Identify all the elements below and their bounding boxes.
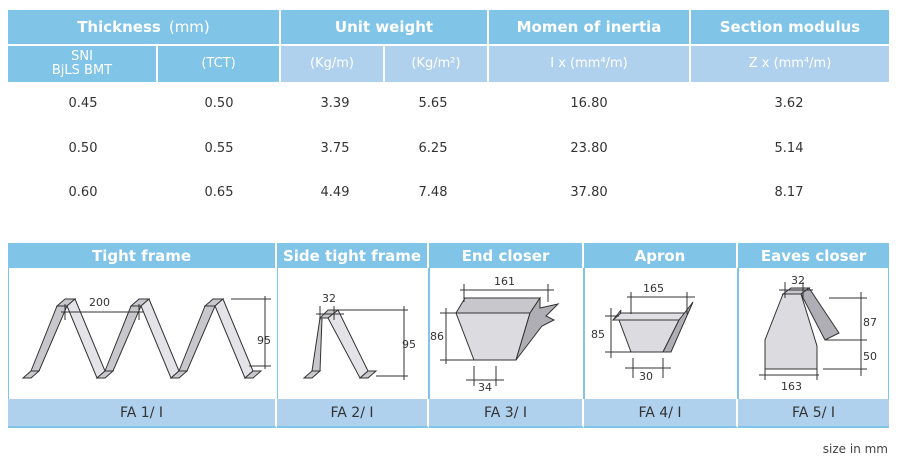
acc-header: Eaves closer: [738, 243, 889, 268]
acc-drawing-side-tight-frame: 32 95: [277, 268, 429, 399]
header-modulus: Section modulus: [691, 10, 889, 44]
acc-header: Side tight frame: [277, 243, 429, 268]
dim-200: 200: [89, 296, 110, 309]
dim-161: 161: [494, 275, 515, 288]
table-cell: 3.39: [320, 95, 350, 111]
table-cell: 3.62: [774, 95, 804, 111]
subheader-sni: SNI BjLS BMT: [8, 46, 158, 82]
sni-line1: SNI: [71, 49, 93, 64]
acc-drawing-tight-frame: 200 95: [8, 268, 278, 399]
table-cell: 0.65: [204, 184, 234, 200]
acc-header: Tight frame: [8, 243, 277, 268]
table-cell: 0.50: [68, 140, 98, 156]
table-cell: 0.60: [68, 184, 98, 200]
subheader-kgm2: (Kg/m²): [385, 46, 489, 82]
table-cell: 7.48: [418, 184, 448, 200]
end-closer-drawing: 161 86 34: [430, 275, 560, 394]
table-cell: 4.49: [320, 184, 350, 200]
table-cell: 0.45: [68, 95, 98, 111]
header-text: Thickness: [77, 18, 161, 36]
dim-95: 95: [257, 334, 271, 347]
table-cell: 0.55: [204, 140, 234, 156]
acc-drawing-apron: 165 85 30: [584, 268, 738, 399]
table-cell: 5.14: [774, 140, 804, 156]
acc-code: FA 1/ I: [8, 399, 277, 428]
table-cell: 6.25: [418, 140, 448, 156]
subheader-tct: (TCT): [158, 46, 281, 82]
acc-drawing-eaves-closer: 32 87 50 163: [738, 268, 889, 399]
side-tight-frame-drawing: 32 95: [302, 292, 416, 380]
acc-drawing-end-closer: 161 86 34: [429, 268, 584, 399]
acc-code: FA 5/ I: [738, 399, 889, 428]
acc-header: End closer: [429, 243, 584, 268]
sni-line2: BjLS BMT: [51, 63, 113, 78]
dim-30: 30: [639, 370, 653, 383]
table-cell: 16.80: [570, 95, 608, 111]
header-unit: (mm): [168, 18, 210, 36]
subheader-zx: Z x (mm⁴/m): [691, 46, 889, 82]
dim-85: 85: [591, 328, 605, 341]
table-cell: 37.80: [570, 184, 608, 200]
dim-165: 165: [643, 282, 664, 295]
table-cell: 5.65: [418, 95, 448, 111]
eaves-closer-drawing: 32 87 50 163: [759, 274, 877, 393]
apron-drawing: 165 85 30: [591, 282, 695, 383]
dim-34: 34: [478, 381, 492, 394]
dim-32: 32: [322, 292, 336, 305]
table-cell: 8.17: [774, 184, 804, 200]
acc-header: Apron: [584, 243, 738, 268]
tight-frame-drawing: 200 95: [21, 296, 271, 379]
dim-50: 50: [863, 350, 877, 363]
table-cell: 0.50: [204, 95, 234, 111]
acc-code: FA 3/ I: [429, 399, 584, 428]
dim-163: 163: [781, 380, 802, 393]
dim-86: 86: [430, 330, 444, 343]
acc-code: FA 2/ I: [277, 399, 429, 428]
table-cell: 23.80: [570, 140, 608, 156]
header-unit-weight: Unit weight: [281, 10, 489, 44]
dim-95: 95: [402, 338, 416, 351]
subheader-kgm: (Kg/m): [281, 46, 385, 82]
subheader-ix: I x (mm⁴/m): [489, 46, 691, 82]
header-thickness: Thickness (mm): [8, 10, 281, 44]
header-inertia: Momen of inertia: [489, 10, 691, 44]
size-note: size in mm: [822, 442, 888, 456]
table-cell: 3.75: [320, 140, 350, 156]
dim-32: 32: [791, 274, 805, 287]
dim-87: 87: [863, 316, 877, 329]
acc-code: FA 4/ I: [584, 399, 738, 428]
